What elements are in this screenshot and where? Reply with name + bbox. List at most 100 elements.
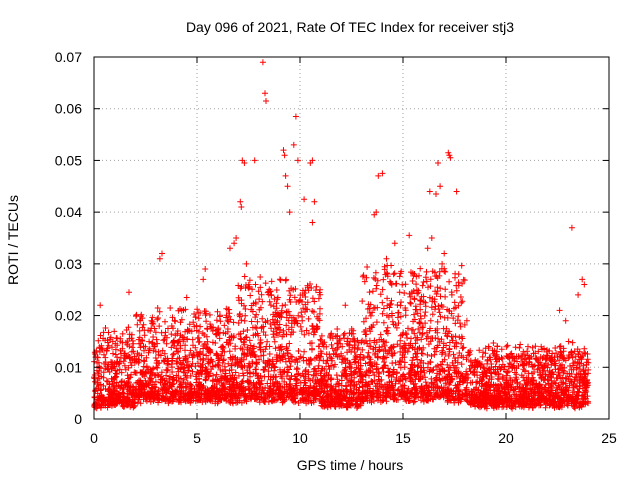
data-point — [302, 294, 309, 300]
data-point — [479, 353, 486, 360]
data-point — [159, 347, 166, 354]
data-point — [214, 308, 221, 315]
data-point — [236, 384, 243, 391]
y-tick-label: 0.03 — [55, 256, 82, 272]
data-point — [246, 360, 253, 367]
data-point — [365, 349, 372, 356]
data-point — [162, 318, 168, 325]
data-point — [279, 333, 286, 340]
data-point — [215, 325, 222, 332]
data-point — [164, 355, 171, 362]
data-point — [215, 330, 222, 337]
data-point — [274, 310, 281, 317]
data-point — [273, 386, 280, 392]
data-point — [427, 317, 434, 324]
data-point — [178, 384, 185, 391]
data-point — [146, 338, 153, 345]
data-point — [305, 315, 312, 322]
data-point — [238, 336, 245, 343]
chart-title: Day 096 of 2021, Rate Of TEC Index for r… — [186, 19, 514, 35]
data-point — [257, 284, 264, 291]
data-point — [302, 368, 309, 375]
data-point — [97, 387, 104, 394]
data-point — [110, 384, 117, 391]
data-point — [286, 366, 292, 373]
data-point — [207, 370, 214, 377]
data-point — [350, 330, 357, 337]
data-point — [366, 289, 373, 296]
data-point — [130, 340, 137, 347]
data-point — [119, 345, 126, 352]
data-point — [441, 250, 448, 257]
data-point — [556, 307, 563, 314]
data-point — [113, 359, 120, 366]
data-point — [401, 290, 408, 296]
data-point — [384, 324, 391, 331]
data-point — [228, 397, 234, 404]
data-point — [128, 335, 135, 342]
data-point — [399, 281, 406, 288]
data-point — [242, 394, 249, 401]
data-point — [301, 379, 308, 386]
data-point — [169, 339, 176, 346]
data-point — [413, 281, 420, 288]
data-point — [104, 361, 111, 368]
data-point — [342, 302, 349, 309]
data-point — [155, 351, 162, 358]
data-point — [225, 360, 232, 367]
data-point — [310, 366, 317, 373]
data-point — [396, 273, 403, 280]
data-point — [139, 324, 146, 331]
data-point — [96, 375, 103, 382]
data-point — [162, 329, 169, 336]
data-point — [163, 372, 170, 379]
data-point — [131, 403, 138, 410]
data-point — [156, 308, 163, 315]
data-point — [225, 306, 232, 313]
data-point — [446, 278, 453, 285]
data-point — [282, 358, 289, 365]
data-point — [195, 315, 202, 322]
data-point — [293, 299, 300, 305]
data-point — [283, 373, 290, 380]
data-point — [136, 327, 143, 334]
data-point — [270, 387, 277, 394]
data-point — [308, 400, 315, 406]
data-point — [184, 328, 191, 335]
data-point — [282, 302, 289, 308]
data-point — [277, 389, 284, 396]
data-point — [137, 383, 144, 390]
data-point — [250, 384, 257, 391]
data-point — [183, 384, 190, 391]
data-point — [256, 356, 262, 363]
data-point — [209, 398, 216, 405]
data-point — [262, 332, 269, 339]
data-point — [214, 400, 221, 407]
data-point — [149, 318, 156, 325]
data-point — [185, 327, 192, 334]
data-point — [182, 372, 189, 379]
data-point — [138, 352, 145, 359]
data-point — [201, 308, 208, 315]
data-point — [257, 347, 264, 353]
data-point — [258, 352, 264, 359]
data-point — [318, 332, 325, 339]
data-point — [317, 336, 324, 343]
data-point — [137, 313, 144, 320]
data-point — [291, 294, 298, 301]
data-point — [305, 330, 312, 337]
data-point — [494, 343, 501, 350]
data-point — [235, 320, 242, 326]
data-point — [239, 364, 246, 371]
data-point — [274, 396, 281, 403]
data-point — [457, 294, 464, 300]
data-point — [241, 350, 248, 356]
data-point — [168, 344, 175, 351]
data-point — [109, 344, 115, 351]
data-point — [182, 393, 189, 400]
data-point — [397, 337, 404, 344]
data-point — [209, 328, 216, 334]
data-point — [196, 338, 203, 345]
data-point — [105, 342, 112, 349]
data-point — [383, 255, 390, 262]
